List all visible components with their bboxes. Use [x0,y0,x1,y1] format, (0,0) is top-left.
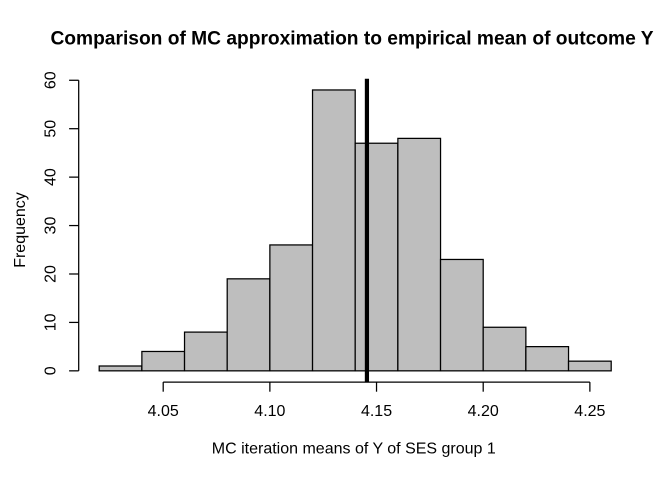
svg-text:4.25: 4.25 [574,403,605,420]
svg-text:40: 40 [43,168,60,186]
svg-text:20: 20 [43,265,60,283]
svg-text:4.15: 4.15 [361,403,392,420]
svg-text:0: 0 [43,366,60,375]
svg-text:4.20: 4.20 [468,403,499,420]
svg-text:Frequency: Frequency [12,192,29,268]
svg-text:60: 60 [43,71,60,89]
svg-text:4.05: 4.05 [148,403,179,420]
svg-text:Comparison of MC approximation: Comparison of MC approximation to empiri… [50,28,653,49]
svg-text:30: 30 [43,217,60,235]
svg-text:4.10: 4.10 [254,403,285,420]
svg-text:50: 50 [43,120,60,138]
svg-text:10: 10 [43,313,60,331]
svg-text:MC iteration means of Y of SES: MC iteration means of Y of SES group 1 [212,440,496,457]
